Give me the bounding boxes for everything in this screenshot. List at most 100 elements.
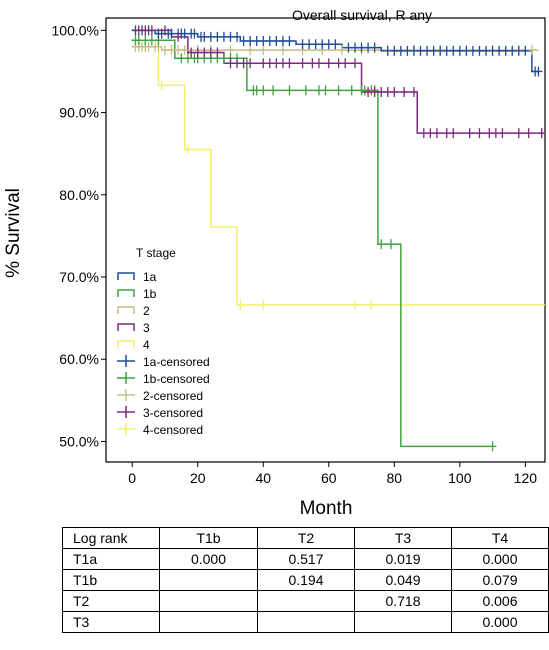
censor-mark-1a <box>190 28 199 39</box>
legend: 1a 1b 2 3 4 1a-censored 1b-censored 2-censored 3… <box>117 270 210 437</box>
censor-mark-3 <box>524 128 533 139</box>
censor-mark-1b <box>301 85 310 96</box>
censor-mark-3 <box>285 58 294 69</box>
y-tick-label: 100.0% <box>52 22 99 38</box>
table-cell: 0.079 <box>451 569 549 591</box>
legend-label: 3 <box>143 321 150 335</box>
censor-mark-4 <box>236 299 245 310</box>
censor-mark-4 <box>157 80 166 91</box>
table-row: T2 0.718 0.006 <box>62 590 549 612</box>
x-tick-label: 40 <box>255 470 271 486</box>
legend-label: 1a-censored <box>143 355 210 369</box>
chart-title: Overall survival, R any <box>292 7 432 23</box>
censor-mark-3 <box>390 87 399 97</box>
legend-swatch-step <box>117 323 135 331</box>
censor-mark-2 <box>527 45 536 56</box>
legend-label: 2-censored <box>143 389 203 403</box>
table-cell: T1a <box>62 548 160 570</box>
censor-mark-3 <box>409 87 418 97</box>
legend-swatch-step <box>117 272 135 280</box>
censor-mark-1b <box>259 85 268 96</box>
censor-mark-3 <box>498 128 507 139</box>
censor-mark-3 <box>341 58 350 69</box>
table-cell: 0.517 <box>257 548 355 570</box>
x-tick-label: 60 <box>321 470 337 486</box>
censor-mark-2 <box>337 45 346 56</box>
legend-label: 3-censored <box>143 406 203 420</box>
table-cell <box>257 590 355 612</box>
censor-mark-1a <box>331 39 340 50</box>
table-header-cell: T1b <box>159 527 258 549</box>
censor-mark-3 <box>160 25 169 36</box>
censor-mark-1b <box>377 239 386 250</box>
censor-mark-4 <box>183 144 192 155</box>
x-tick-label: 80 <box>387 470 403 486</box>
legend-label: 1b-censored <box>143 372 210 386</box>
table-cell: 0.006 <box>451 590 549 612</box>
censor-mark-3 <box>174 31 183 42</box>
censor-mark-3 <box>147 25 156 36</box>
censor-mark-1b <box>488 441 497 452</box>
logrank-table: Log rank T1b T2 T3 T4 T1a 0.000 0.517 0.019 0.000… <box>62 527 549 633</box>
y-tick-label: 60.0% <box>59 351 99 367</box>
censor-mark-3 <box>324 58 333 69</box>
x-tick-label: 0 <box>128 470 136 486</box>
table-cell: T2 <box>62 590 160 612</box>
table-header-cell: Log rank <box>62 527 160 549</box>
censor-mark-3 <box>314 58 323 69</box>
table-row: T1b 0.194 0.049 0.079 <box>62 569 549 591</box>
censor-mark-1b <box>285 85 294 96</box>
table-row: T1a 0.000 0.517 0.019 0.000 <box>62 548 549 570</box>
table-cell: T1b <box>62 569 160 591</box>
table-cell <box>159 590 258 612</box>
y-tick-label: 80.0% <box>59 187 99 203</box>
table-cell: 0.194 <box>257 569 355 591</box>
censor-mark-4 <box>259 299 268 310</box>
table-cell: 0.718 <box>354 590 452 612</box>
censor-mark-2 <box>278 45 287 56</box>
table-cell <box>354 611 452 633</box>
x-tick-label: 120 <box>514 470 538 486</box>
y-axis-label: % Survival <box>3 188 24 278</box>
table-header-cell: T3 <box>354 527 452 549</box>
censor-mark-3 <box>350 58 359 69</box>
censor-mark-3 <box>213 47 222 58</box>
censor-mark-1b <box>269 85 278 96</box>
censor-mark-1a <box>233 31 242 42</box>
x-tick-label: 20 <box>190 470 206 486</box>
censor-mark-4 <box>350 299 359 310</box>
legend-title: T stage <box>136 246 176 260</box>
table-header-cell: T4 <box>451 527 549 549</box>
censor-mark-1b <box>321 85 330 96</box>
table-cell: 0.000 <box>159 548 258 570</box>
censor-mark-3 <box>537 128 546 139</box>
survival-curve-1b <box>132 39 493 448</box>
censor-mark-1a <box>521 45 530 56</box>
x-tick-label: 100 <box>448 470 472 486</box>
table-cell: T3 <box>62 611 160 633</box>
y-tick-label: 90.0% <box>59 105 99 121</box>
censor-mark-1a <box>285 36 294 47</box>
censor-mark-3 <box>514 128 523 139</box>
survival-curve-4 <box>132 29 545 306</box>
censor-mark-1b <box>347 85 356 96</box>
table-cell: 0.019 <box>354 548 452 570</box>
censor-mark-1a <box>370 42 379 53</box>
legend-swatch-censored <box>117 372 135 384</box>
table-cell <box>159 569 258 591</box>
y-tick-label: 50.0% <box>59 433 99 449</box>
censor-mark-3 <box>432 128 441 139</box>
axes: 0 20 40 60 80 100 120 50.0% 60.0% 70.0% 80.0% 90.0%… <box>52 17 546 486</box>
censor-mark-3 <box>400 87 409 97</box>
censor-mark-2 <box>246 45 255 56</box>
censor-mark-3 <box>465 128 474 139</box>
legend-label: 2 <box>143 304 150 318</box>
legend-swatch-step <box>117 289 135 297</box>
censor-mark-1b <box>334 85 343 96</box>
legend-label: 4 <box>143 338 150 352</box>
y-tick-label: 70.0% <box>59 269 99 285</box>
table-cell <box>159 611 258 633</box>
legend-swatch-censored <box>117 389 135 401</box>
censor-mark-3 <box>298 58 307 69</box>
